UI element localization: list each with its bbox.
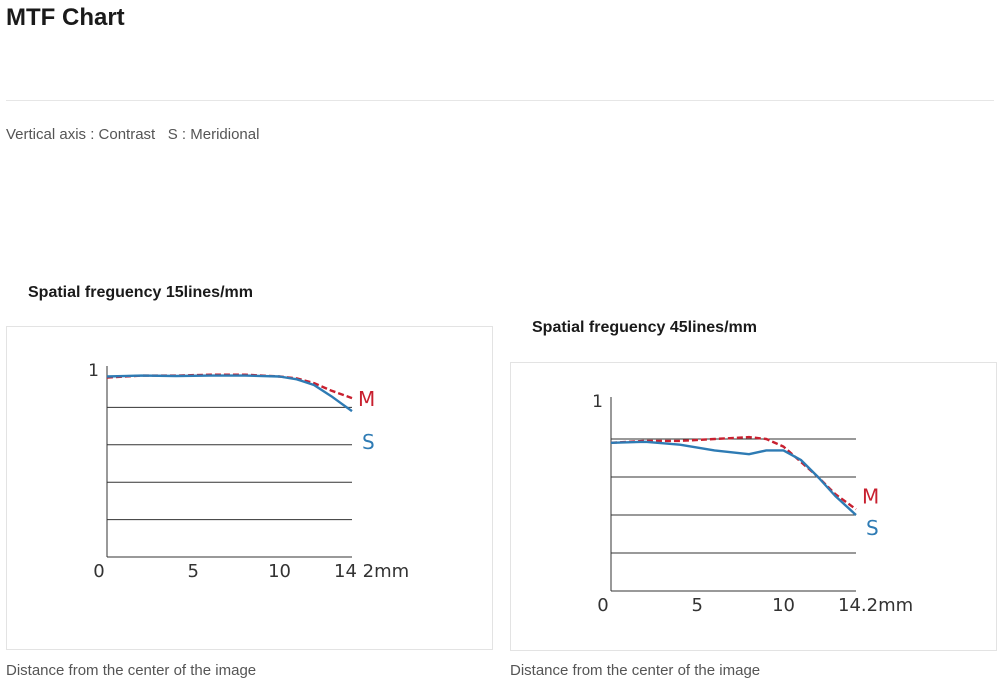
series-label-m: M [358,387,375,411]
series-line-m [610,435,857,511]
x-tick-label: 5 [188,561,199,582]
chart-xlabel: Distance from the center of the image [6,662,257,679]
x-tick-label: 10 [772,595,795,616]
chart-title: Spatial freguency 45lines/mm [532,319,757,336]
x-tick-label: 14 2mm [334,561,409,582]
origin-label: 0 [597,595,608,616]
series-label-s: S [362,430,375,454]
y-max-label: 1 [88,361,99,381]
page-title: MTF Chart [6,4,125,31]
series-label-s: S [866,516,879,540]
y-max-label: 1 [592,392,603,412]
axis-note: Vertical axis : Contrast S : Meridional [6,126,260,143]
series-label-m: M [862,484,879,508]
x-tick-label: 14.2mm [838,595,913,616]
origin-label: 0 [93,561,104,582]
chart-panel: 1 0 5 10 14.2mm M S [510,362,997,651]
series-line-s [610,440,857,516]
divider [6,100,994,101]
x-tick-label: 10 [268,561,291,582]
series-line-s [106,374,353,413]
chart-panel: 1 0 5 10 14 2mm M S [6,326,493,650]
chart-title: Spatial freguency 15lines/mm [28,284,253,301]
chart-xlabel: Distance from the center of the image [510,662,761,679]
x-tick-label: 5 [692,595,703,616]
